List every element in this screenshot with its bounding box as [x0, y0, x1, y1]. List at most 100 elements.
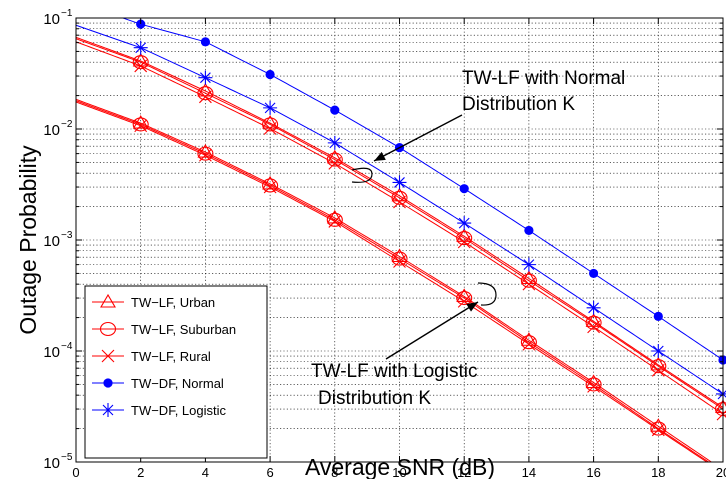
legend-box	[84, 285, 268, 459]
star-marker	[327, 135, 342, 150]
x-tick-label: 0	[72, 465, 79, 479]
legend-label: TW−LF, Rural	[131, 349, 211, 364]
triangle-marker	[100, 293, 116, 308]
x-marker	[522, 277, 536, 291]
x-marker	[457, 235, 471, 249]
annotation-logistic-text: Distribution K	[318, 388, 431, 409]
y-tick-label: 10	[43, 11, 60, 28]
x-marker	[522, 337, 536, 351]
x-marker	[101, 349, 115, 363]
annotations: TW-LF with Normal Distribution K TW-LF wit…	[311, 68, 625, 409]
x-tick-label: 16	[586, 465, 600, 479]
annotation-normal-text: Distribution K	[462, 94, 575, 115]
marker-layer	[132, 19, 726, 437]
legend: TW−LF, Urban TW−LF, Suburban TW−LF, Rural T…	[84, 285, 268, 459]
x-marker	[263, 122, 277, 135]
x-tick-label: 14	[522, 465, 536, 479]
legend-label: TW−LF, Suburban	[131, 322, 236, 337]
circle-marker	[585, 315, 602, 330]
y-tick-exponent: −1	[61, 8, 73, 19]
y-tick-label: 10	[43, 455, 60, 472]
x-tick-label: 18	[651, 465, 665, 479]
circle-marker	[650, 421, 667, 436]
x-tick-label: 20	[716, 465, 726, 479]
x-marker	[134, 59, 148, 73]
x-marker	[651, 363, 665, 377]
star-marker	[521, 257, 536, 272]
y-tick-exponent: −2	[61, 119, 73, 130]
x-marker	[199, 148, 212, 162]
series-line	[76, 38, 723, 410]
triangle-marker	[197, 82, 214, 97]
triangle-marker	[326, 209, 343, 224]
dot-marker	[589, 268, 599, 279]
star-marker	[198, 70, 213, 85]
x-marker	[393, 255, 406, 268]
dot-marker	[459, 184, 469, 194]
y-tick-label: 10	[43, 344, 60, 361]
star-marker	[133, 40, 148, 55]
triangle-marker	[585, 374, 602, 389]
circle-marker	[326, 152, 343, 167]
x-marker	[263, 180, 277, 194]
star-marker	[586, 300, 601, 315]
annotation-logistic-ellipse	[477, 282, 497, 306]
x-marker	[587, 379, 600, 393]
star-marker	[392, 175, 407, 190]
circle-marker	[132, 117, 149, 132]
x-tick-label: 2	[137, 465, 144, 479]
dot-marker	[265, 69, 275, 80]
annotation-normal-arrow-head	[374, 151, 386, 161]
x-tick-label: 8	[331, 465, 338, 479]
dot-marker	[718, 355, 726, 365]
star-marker	[101, 403, 115, 417]
y-tick-labels: 10−110−210−310−410−5	[43, 8, 73, 472]
x-axis-label: Average SNR (dB)	[305, 454, 495, 479]
circle-marker	[520, 273, 537, 288]
circle-marker	[456, 290, 473, 306]
x-tick-label: 4	[202, 465, 209, 479]
triangle-marker	[520, 332, 537, 346]
dot-marker	[653, 311, 663, 321]
star-marker	[263, 100, 278, 115]
x-marker	[134, 119, 148, 133]
circle-marker	[650, 359, 667, 374]
dot-marker	[103, 378, 113, 388]
y-tick-exponent: −3	[61, 230, 73, 241]
x-marker	[651, 423, 665, 437]
circle-marker	[456, 231, 473, 246]
circle-marker	[520, 335, 537, 350]
legend-label: TW−LF, Urban	[131, 295, 215, 310]
x-tick-label: 6	[266, 465, 273, 479]
y-tick-exponent: −4	[61, 341, 73, 352]
triangle-marker	[650, 418, 667, 432]
star-marker	[457, 216, 472, 231]
annotation-normal-ellipse	[351, 167, 373, 183]
circle-marker	[326, 212, 343, 227]
circle-marker	[99, 321, 117, 337]
circle-marker	[585, 377, 602, 392]
x-tick-labels: 0 2 4 6 8 10 12 14 16 18 20	[72, 465, 726, 479]
annotation-logistic-arrow-head	[466, 302, 478, 312]
circle-marker	[262, 178, 279, 193]
circle-marker	[391, 190, 408, 205]
annotation-normal-text: TW-LF with Normal	[462, 68, 625, 89]
x-tick-label: 12	[457, 465, 471, 479]
circle-marker	[132, 55, 149, 70]
circle-marker	[197, 86, 214, 101]
annotation-logistic-arrow	[385, 301, 479, 360]
y-tick-label: 10	[43, 233, 60, 250]
dot-marker	[330, 105, 340, 115]
star-marker	[651, 344, 666, 358]
x-marker	[587, 320, 600, 334]
series-line	[76, 98, 713, 462]
x-marker	[328, 156, 342, 170]
x-tick-label: 10	[392, 465, 406, 479]
dot-marker	[200, 37, 210, 47]
series-line	[76, 36, 723, 408]
triangle-marker	[391, 187, 408, 202]
x-marker	[328, 215, 342, 228]
circle-marker	[262, 117, 279, 132]
y-tick-label: 10	[43, 122, 60, 139]
